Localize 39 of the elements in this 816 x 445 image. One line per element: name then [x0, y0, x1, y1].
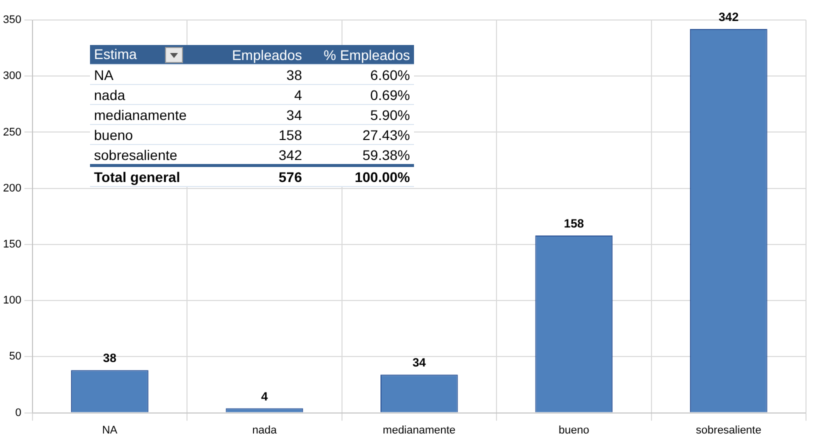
annotation: Total general	[90, 166, 198, 186]
category-label: medianamente	[94, 106, 187, 122]
annotation: 6.60%	[306, 64, 414, 84]
annotation: 27.43%	[306, 124, 414, 144]
y-tick-label: 250	[2, 126, 22, 138]
category-label: sobresaliente	[94, 146, 178, 162]
y-tick-label: 200	[2, 182, 22, 194]
x-tick-label: medianamente	[382, 424, 456, 436]
annotation: 59.38%	[306, 144, 414, 166]
y-tick-label: 150	[2, 238, 22, 250]
y-tick-label: 100	[2, 294, 22, 307]
data-label: 38	[103, 351, 117, 366]
annotation: % Empleados	[306, 45, 414, 64]
annotation: 5.90%	[306, 104, 414, 124]
annotation: 100.00%	[306, 166, 414, 186]
annotation: Empleados	[198, 45, 306, 64]
data-label: 158	[564, 216, 584, 230]
data-label: 4	[261, 389, 268, 404]
data-label: 342	[718, 10, 739, 24]
category-label: nada	[94, 86, 126, 102]
category-label: bueno	[94, 126, 133, 142]
x-tick-label: sobresaliente	[696, 424, 762, 436]
annotation: 38	[198, 64, 306, 84]
annotation: 576	[198, 166, 306, 186]
y-tick-label: 350	[2, 14, 22, 26]
x-tick-label: NA	[102, 424, 118, 436]
y-tick-label: 0	[15, 406, 22, 419]
annotation: 4	[198, 84, 306, 104]
x-tick-label: bueno	[558, 424, 590, 436]
annotation: 0.69%	[306, 84, 414, 104]
x-tick-label: nada	[252, 424, 278, 436]
data-label: 34	[412, 356, 426, 370]
category-label: NA	[94, 66, 114, 82]
annotation: 34	[198, 104, 306, 124]
annotation: 342	[198, 144, 306, 166]
y-tick-label: 50	[9, 350, 22, 363]
annotation: Estima	[94, 46, 137, 62]
annotation: 158	[198, 124, 306, 144]
y-tick-label: 300	[2, 70, 22, 82]
